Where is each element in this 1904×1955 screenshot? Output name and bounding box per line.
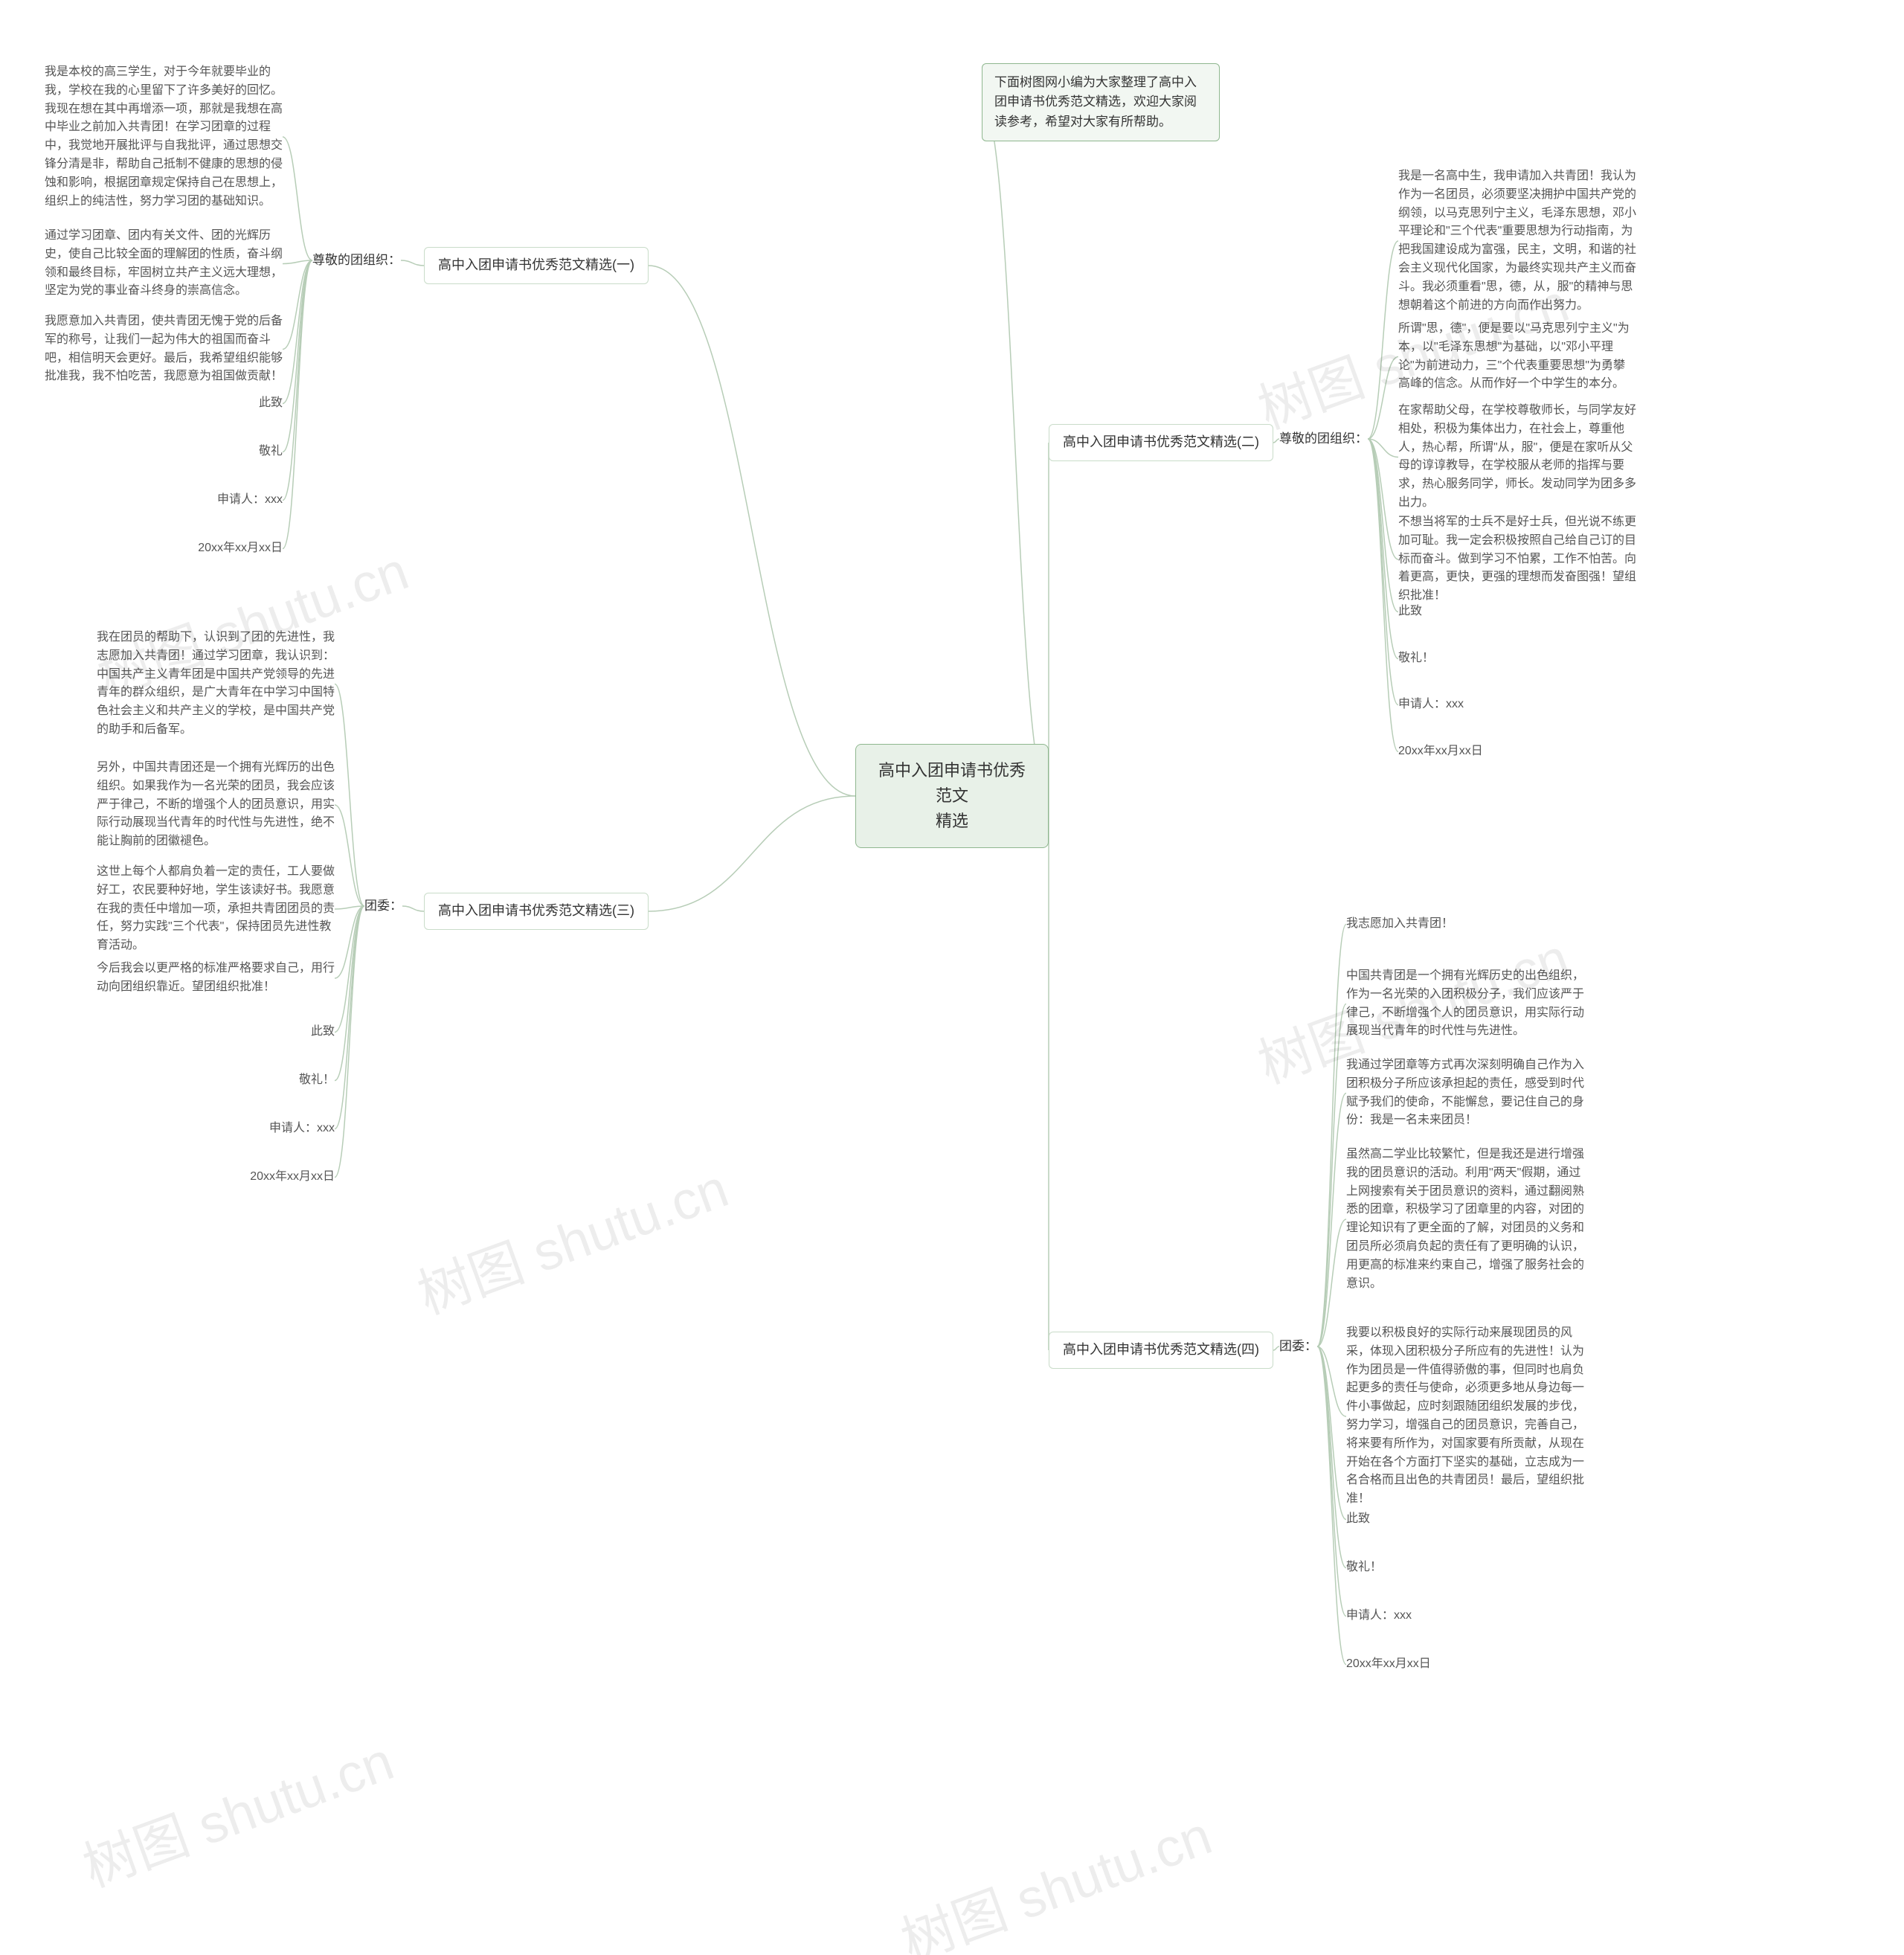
b4-leaf-8: 20xx年xx月xx日	[1346, 1655, 1431, 1674]
b2-leaf-0: 我是一名高中生，我申请加入共青团！我认为作为一名团员，必须要坚决拥护中国共产党的…	[1398, 167, 1636, 315]
b4-leaf-2: 我通过学团章等方式再次深刻明确自己作为入团积极分子所应该承担起的责任，感受到时代…	[1346, 1056, 1584, 1130]
b2-leaf-4: 此致	[1398, 603, 1422, 621]
b2-leaf-3: 不想当将军的士兵不是好士兵，但光说不练更加可耻。我一定会积极按照自己给自己订的目…	[1398, 513, 1636, 606]
center-title-line2: 精选	[875, 809, 1029, 834]
branch-1: 高中入团申请书优秀范文精选(一)	[424, 247, 649, 284]
intro-node: 下面树图网小编为大家整理了高中入团申请书优秀范文精选，欢迎大家阅读参考，希望对大…	[982, 63, 1220, 141]
branch-1-sub: 尊敬的团组织：	[312, 251, 401, 270]
b3-leaf-7: 20xx年xx月xx日	[250, 1168, 335, 1187]
b1-leaf-1: 通过学习团章、团内有关文件、团的光辉历史，使自己比较全面的理解团的性质，奋斗纲领…	[45, 227, 283, 301]
b1-leaf-3: 此致	[259, 394, 283, 413]
b4-leaf-6: 敬礼！	[1346, 1558, 1382, 1577]
b3-leaf-0: 我在团员的帮助下，认识到了团的先进性，我志愿加入共青团！通过学习团章，我认识到：…	[97, 629, 335, 739]
b2-leaf-5: 敬礼！	[1398, 649, 1434, 668]
watermark: 树图 shutu.cn	[405, 1145, 737, 1329]
b1-leaf-6: 20xx年xx月xx日	[198, 539, 283, 558]
b2-leaf-2: 在家帮助父母，在学校尊敬师长，与同学友好相处，积极为集体出力，在社会上，尊重他人…	[1398, 402, 1636, 513]
branch-2: 高中入团申请书优秀范文精选(二)	[1049, 424, 1273, 461]
watermark: 树图 shutu.cn	[889, 1792, 1220, 1955]
branch-4: 高中入团申请书优秀范文精选(四)	[1049, 1332, 1273, 1369]
b2-leaf-1: 所谓"思，德"，便是要以"马克思列宁主义"为本，以"毛泽东思想"为基础，以"邓小…	[1398, 320, 1636, 394]
b3-leaf-3: 今后我会以更严格的标准严格要求自己，用行动向团组织靠近。望团组织批准！	[97, 960, 335, 997]
b3-leaf-4: 此致	[311, 1023, 335, 1041]
b1-leaf-2: 我愿意加入共青团，使共青团无愧于党的后备军的称号，让我们一起为伟大的祖国而奋斗吧…	[45, 312, 283, 386]
branch-2-sub: 尊敬的团组织：	[1279, 429, 1368, 449]
b1-leaf-4: 敬礼	[259, 443, 283, 461]
center-node: 高中入团申请书优秀范文 精选	[855, 744, 1049, 848]
b4-leaf-5: 此致	[1346, 1510, 1370, 1529]
b4-leaf-7: 申请人：xxx	[1346, 1607, 1412, 1625]
b4-leaf-3: 虽然高二学业比较繁忙，但是我还是进行增强我的团员意识的活动。利用"两天"假期，通…	[1346, 1146, 1584, 1293]
b2-leaf-7: 20xx年xx月xx日	[1398, 742, 1483, 761]
b4-leaf-0: 我志愿加入共青团！	[1346, 915, 1453, 934]
watermark: 树图 shutu.cn	[71, 1718, 402, 1902]
b3-leaf-2: 这世上每个人都肩负着一定的责任，工人要做好工，农民要种好地，学生该读好书。我愿意…	[97, 863, 335, 955]
b3-leaf-1: 另外，中国共青团还是一个拥有光辉历的出色组织。如果我作为一名光荣的团员，我会应该…	[97, 759, 335, 851]
branch-3-sub: 团委：	[364, 896, 402, 916]
b4-leaf-4: 我要以积极良好的实际行动来展现团员的风采，体现入团积极分子所应有的先进性！认为作…	[1346, 1324, 1584, 1509]
branch-4-sub: 团委：	[1279, 1337, 1317, 1356]
mindmap-canvas: 高中入团申请书优秀范文 精选 下面树图网小编为大家整理了高中入团申请书优秀范文精…	[0, 0, 1904, 1955]
branch-3: 高中入团申请书优秀范文精选(三)	[424, 893, 649, 930]
b1-leaf-5: 申请人：xxx	[217, 491, 283, 510]
b2-leaf-6: 申请人：xxx	[1398, 696, 1464, 714]
b3-leaf-5: 敬礼！	[299, 1071, 335, 1090]
b1-leaf-0: 我是本校的高三学生，对于今年就要毕业的我，学校在我的心里留下了许多美好的回忆。我…	[45, 63, 283, 211]
b4-leaf-1: 中国共青团是一个拥有光辉历史的出色组织，作为一名光荣的入团积极分子，我们应该严于…	[1346, 967, 1584, 1041]
center-title-line1: 高中入团申请书优秀范文	[875, 758, 1029, 809]
b3-leaf-6: 申请人：xxx	[269, 1120, 335, 1138]
